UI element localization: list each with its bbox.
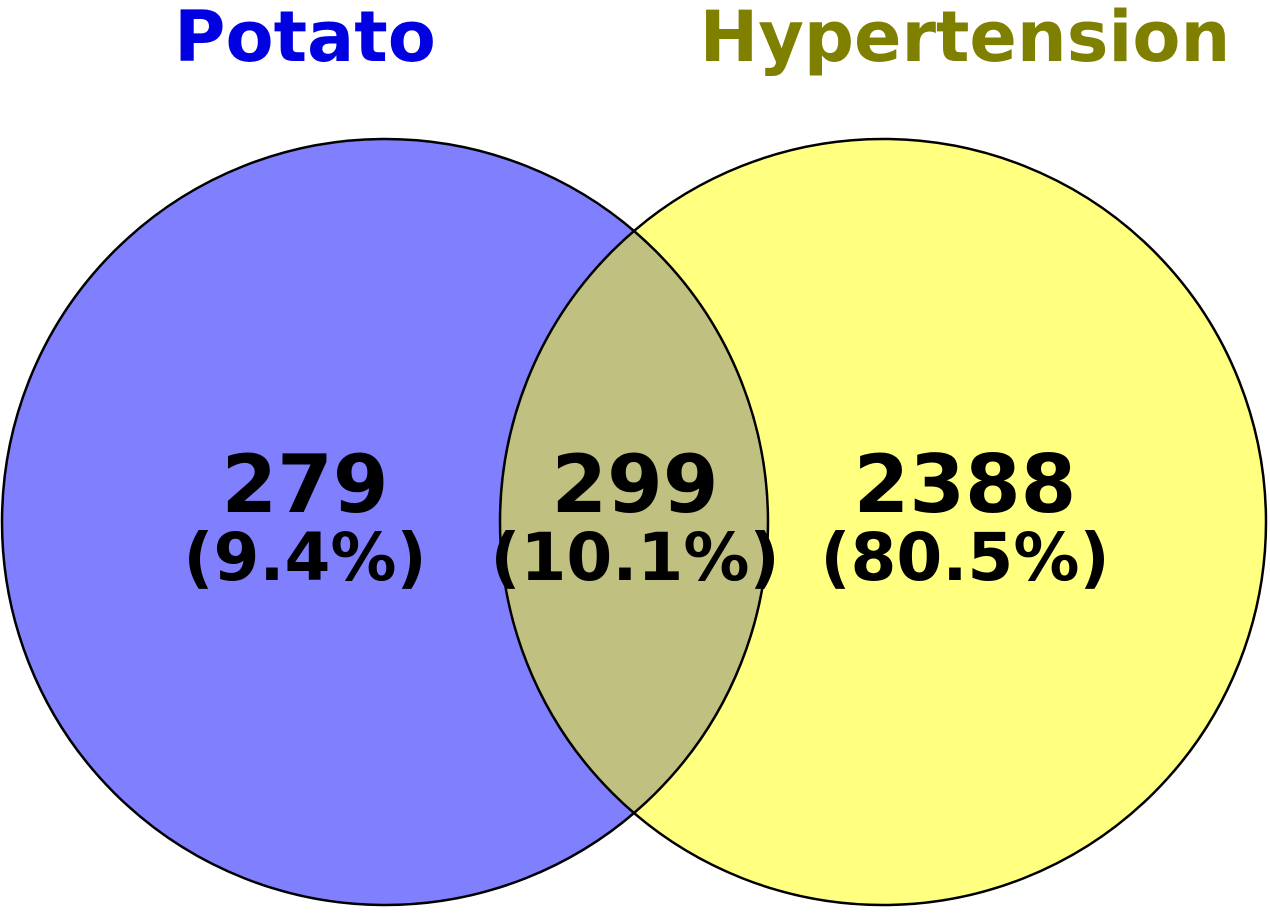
- region-count: 299: [552, 438, 719, 531]
- overlap: [500, 139, 768, 905]
- set-outline: [0, 137, 770, 907]
- set-title: Hypertension: [700, 0, 1231, 78]
- region-share: (80.5%): [820, 519, 1109, 596]
- region-share: (10.1%): [490, 519, 779, 596]
- region-count: 2388: [854, 438, 1077, 531]
- set-title: Potato: [174, 0, 436, 78]
- set-outline: [498, 137, 1268, 907]
- region-count: 279: [222, 438, 389, 531]
- region-share: (9.4%): [183, 519, 426, 596]
